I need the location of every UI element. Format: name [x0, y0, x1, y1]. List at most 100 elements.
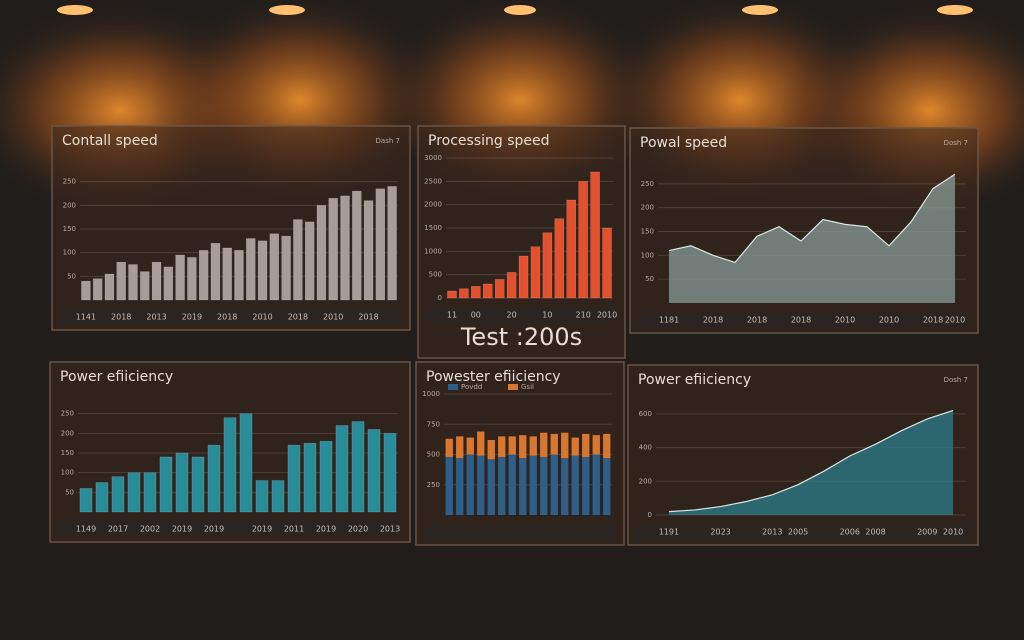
- x-tick-label: 2010: [323, 313, 343, 322]
- line: [668, 409, 954, 513]
- bar: [163, 266, 174, 301]
- x-strip: [426, 308, 617, 322]
- y-tick-label: 3000: [424, 154, 442, 162]
- bar-segment: [561, 458, 569, 515]
- bar: [175, 254, 185, 301]
- bar-segment: [508, 436, 516, 455]
- bar-segment: [487, 439, 495, 460]
- bar-segment: [540, 456, 548, 515]
- y-tick-label: 2000: [424, 201, 442, 209]
- x-tick-label: 00: [471, 311, 481, 320]
- bar-segment: [540, 432, 548, 457]
- bar: [328, 197, 338, 301]
- bar: [255, 480, 269, 513]
- y-tick-label: 500: [429, 271, 442, 279]
- bar: [351, 421, 365, 513]
- y-tick-label: 250: [427, 481, 440, 489]
- x-tick-label: 10: [542, 311, 552, 320]
- bar: [578, 181, 588, 299]
- bar: [518, 255, 529, 299]
- bar: [530, 246, 541, 299]
- bar: [566, 199, 577, 299]
- y-tick-label: 100: [63, 249, 76, 257]
- bar: [471, 286, 481, 299]
- x-tick-label: 2019: [252, 525, 272, 534]
- x-strip: [636, 525, 970, 539]
- bar: [319, 440, 333, 513]
- bar: [210, 242, 221, 301]
- bar: [140, 271, 150, 301]
- y-tick-label: 1500: [424, 224, 442, 232]
- bar: [127, 472, 141, 513]
- x-tick-label: 20: [507, 311, 517, 320]
- x-tick-label: 1149: [76, 525, 96, 534]
- bar: [187, 257, 197, 301]
- bar: [234, 250, 244, 301]
- bar: [482, 283, 493, 299]
- bar: [81, 280, 91, 301]
- line: [668, 173, 956, 264]
- bar: [116, 261, 126, 301]
- x-tick-label: 2002: [140, 525, 160, 534]
- bar: [92, 278, 103, 301]
- bar: [506, 272, 517, 299]
- legend-swatch: [448, 384, 458, 390]
- bar-segment: [456, 436, 464, 459]
- bar: [198, 250, 209, 301]
- x-strip: [424, 525, 616, 539]
- x-tick-label: 1181: [659, 316, 679, 325]
- y-tick-label: 1000: [424, 247, 442, 255]
- bar: [602, 227, 612, 299]
- x-tick-label: 11: [447, 311, 457, 320]
- x-tick-label: 2017: [108, 525, 128, 534]
- bar: [104, 273, 115, 301]
- legend-label: Gsil: [521, 383, 534, 391]
- chart-title: Contall speed: [62, 133, 158, 149]
- y-tick-label: 2500: [424, 177, 442, 185]
- x-tick-label: 2023: [710, 528, 730, 537]
- bar: [79, 488, 93, 513]
- bar: [246, 238, 256, 301]
- x-tick-label: 2005: [788, 528, 808, 537]
- subtitle: Dash 7: [376, 137, 400, 145]
- bar: [303, 442, 317, 513]
- bar: [387, 186, 397, 301]
- x-tick-label: 2019: [204, 525, 224, 534]
- chart-title: Power efiiciency: [60, 369, 173, 385]
- bar: [316, 205, 327, 301]
- y-tick-label: 250: [63, 178, 76, 186]
- bar: [191, 456, 205, 513]
- area: [669, 174, 955, 303]
- chart-title: Powester efiiciency: [426, 369, 561, 385]
- x-tick-label: 2019: [172, 525, 192, 534]
- bar: [143, 472, 157, 513]
- bar: [111, 476, 125, 513]
- bar-segment: [445, 438, 453, 457]
- y-tick-label: 750: [427, 420, 440, 428]
- bar: [352, 190, 362, 301]
- bar-segment: [550, 433, 558, 455]
- bar: [554, 218, 565, 299]
- x-tick-label: 2006: [840, 528, 860, 537]
- bar-segment: [477, 455, 485, 515]
- x-strip: [58, 522, 402, 536]
- y-tick-label: 50: [65, 488, 74, 496]
- bar: [223, 417, 237, 513]
- y-tick-label: 200: [641, 204, 654, 212]
- bar-segment: [466, 454, 474, 515]
- x-tick-label: 2019: [182, 313, 202, 322]
- x-tick-label: 2018: [288, 313, 308, 322]
- y-tick-label: 250: [641, 180, 654, 188]
- x-tick-label: 2010: [945, 316, 965, 325]
- bar: [367, 429, 381, 513]
- chart-title: Processing speed: [428, 133, 550, 149]
- bar: [383, 433, 397, 513]
- x-tick-label: 2010: [943, 528, 963, 537]
- bar-segment: [498, 456, 506, 515]
- y-tick-label: 250: [61, 410, 74, 418]
- y-tick-label: 200: [61, 429, 74, 437]
- chart-title: Power efiiciency: [638, 372, 751, 388]
- bar: [459, 288, 469, 299]
- bar-segment: [529, 436, 537, 456]
- x-tick-label: 1141: [76, 313, 96, 322]
